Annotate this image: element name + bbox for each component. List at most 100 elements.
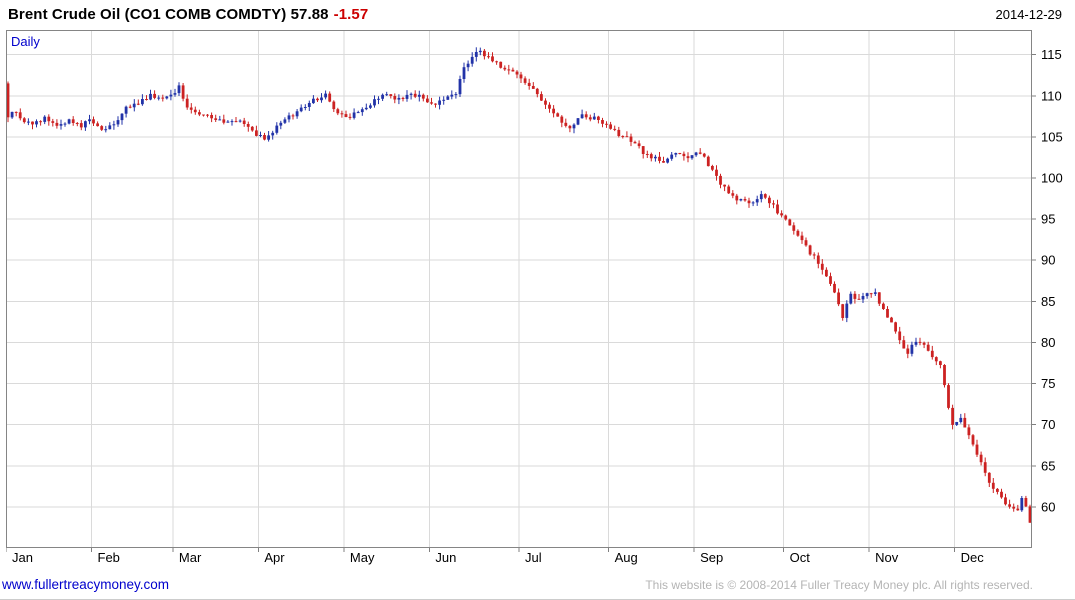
candle-body <box>930 350 934 358</box>
candle-body <box>250 126 254 131</box>
candle-body <box>27 121 30 123</box>
candle-body <box>153 93 156 98</box>
candle-body <box>649 154 653 159</box>
candle-body <box>792 225 796 231</box>
candle-body <box>996 488 999 492</box>
x-axis-label: Aug <box>615 550 638 565</box>
candle-body <box>605 123 608 125</box>
candle-body <box>939 361 942 365</box>
candle-body <box>185 98 189 108</box>
candle-body <box>592 116 596 120</box>
candle-body <box>405 94 409 99</box>
candle-body <box>613 128 617 130</box>
candle-body <box>991 482 995 489</box>
candle-body <box>833 283 836 293</box>
candle-body <box>531 86 535 89</box>
candle-body <box>434 103 437 105</box>
y-axis-label: 95 <box>1041 212 1055 227</box>
candle-body <box>141 99 144 105</box>
candle-body <box>295 111 299 117</box>
candle-body <box>772 203 775 205</box>
candle-body <box>470 56 474 64</box>
y-axis-label: 65 <box>1041 458 1055 473</box>
candle-body <box>124 106 128 114</box>
candle-body <box>963 417 967 428</box>
candle-body <box>417 94 421 97</box>
candle-body <box>242 120 246 124</box>
candle-body <box>947 385 950 408</box>
y-axis-label: 90 <box>1041 253 1055 268</box>
candle-body <box>483 50 486 57</box>
candle-body <box>161 97 165 99</box>
candle-body <box>193 109 197 113</box>
plot-area[interactable]: 60 65 70 75 80 85 90 95 100 105 110 115 Jan Feb Mar Apr… <box>6 30 1070 570</box>
candle-body <box>128 106 132 108</box>
candle-body <box>922 342 926 345</box>
x-axis-label: Feb <box>98 550 120 565</box>
y-axis-label: 115 <box>1041 47 1062 62</box>
website-link[interactable]: www.fullertreacymoney.com <box>2 577 170 592</box>
y-axis-label: 70 <box>1041 417 1055 432</box>
candle-body <box>92 119 95 124</box>
y-axis-label: 100 <box>1041 171 1063 186</box>
candle-body <box>666 158 669 163</box>
candle-body <box>800 235 804 241</box>
candle-body <box>348 116 352 118</box>
candle-body <box>88 119 91 122</box>
candle-body <box>853 293 857 299</box>
candle-body <box>230 121 234 123</box>
candle-body <box>430 102 433 104</box>
candle-body <box>861 296 865 300</box>
candle-body <box>560 116 564 123</box>
candle-body <box>975 444 979 455</box>
candle-body <box>727 186 731 194</box>
candle-body <box>719 175 722 185</box>
candle-body <box>588 117 592 120</box>
candle-body <box>967 427 971 436</box>
candle-body <box>169 94 173 97</box>
candle-body <box>226 121 230 123</box>
candle-body <box>340 113 344 115</box>
candle-body <box>1016 508 1020 511</box>
candle-body <box>1024 498 1028 507</box>
candle-body <box>641 146 645 154</box>
candle-body <box>918 341 922 343</box>
candle-body <box>1012 506 1016 509</box>
candle-body <box>951 407 954 425</box>
candle-body <box>458 79 462 95</box>
candle-body <box>136 103 140 105</box>
candle-body <box>629 136 633 142</box>
y-axis-label: 60 <box>1041 499 1055 514</box>
candle-body <box>59 124 63 126</box>
candle-body <box>686 156 690 159</box>
candle-body <box>890 317 893 323</box>
candle-body <box>55 122 59 126</box>
candle-body <box>198 112 201 115</box>
candle-body <box>275 125 279 133</box>
candle-body <box>409 93 413 95</box>
candle-body <box>1004 497 1007 505</box>
plot-border <box>6 30 1032 548</box>
candle-body <box>491 56 494 62</box>
candle-body <box>548 104 551 109</box>
candle-body <box>747 200 751 204</box>
candle-body <box>926 344 930 351</box>
candle-body <box>576 118 580 125</box>
candle-body <box>662 161 665 163</box>
x-axis-label: Sep <box>700 550 723 565</box>
candle-body <box>442 99 446 101</box>
candle-body <box>259 135 262 136</box>
candle-body <box>283 119 287 123</box>
candle-body <box>426 98 429 103</box>
x-axis-label: Oct <box>790 550 811 565</box>
candle-body <box>857 298 861 300</box>
chart-title: Brent Crude Oil (CO1 COMB COMDTY) 57.88-… <box>8 6 368 23</box>
footer: www.fullertreacymoney.com This website i… <box>2 577 1033 592</box>
candlestick-chart: 60 65 70 75 80 85 90 95 100 105 110 115 Jan Feb Mar Apr… <box>6 30 1063 565</box>
candle-body <box>324 93 327 98</box>
y-axis-label: 85 <box>1041 294 1055 309</box>
candle-body <box>210 115 213 119</box>
y-axis-label: 75 <box>1041 376 1055 391</box>
copyright-text: This website is © 2008-2014 Fuller Treac… <box>645 578 1033 592</box>
